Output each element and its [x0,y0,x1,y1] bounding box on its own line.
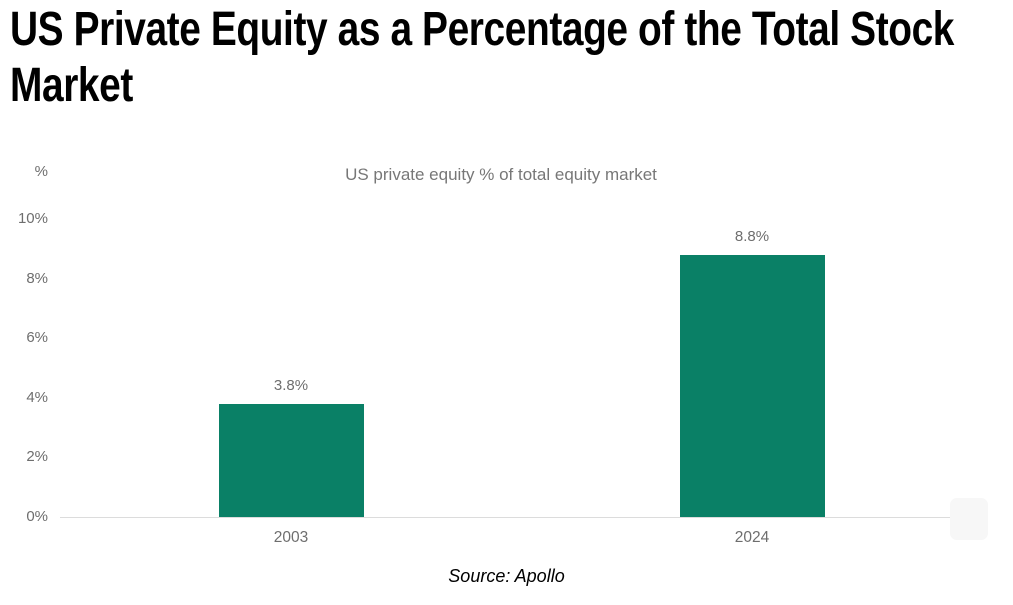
y-tick-label: 4% [26,388,48,406]
x-axis-label: 2003 [273,529,309,546]
corner-watermark [950,498,988,540]
page-title: US Private Equity as a Percentage of the… [10,3,955,112]
x-axis-line [60,517,983,518]
y-tick-label: 2% [26,448,48,466]
source-credit: Source: Apollo [448,566,565,586]
bar-value-label: 8.8% [734,228,770,245]
y-tick-label: 8% [26,269,48,287]
bar-value-label: 3.8% [273,377,309,394]
y-axis-unit-label: % [34,163,48,180]
bar-2024 [680,255,825,517]
y-tick-label: 10% [17,210,48,227]
y-tick-label: 6% [26,329,48,347]
bar-2003 [219,404,364,517]
chart-title: US private equity % of total equity mark… [345,165,657,184]
y-tick-label: 0% [26,508,48,525]
x-axis-label: 2024 [734,529,770,546]
